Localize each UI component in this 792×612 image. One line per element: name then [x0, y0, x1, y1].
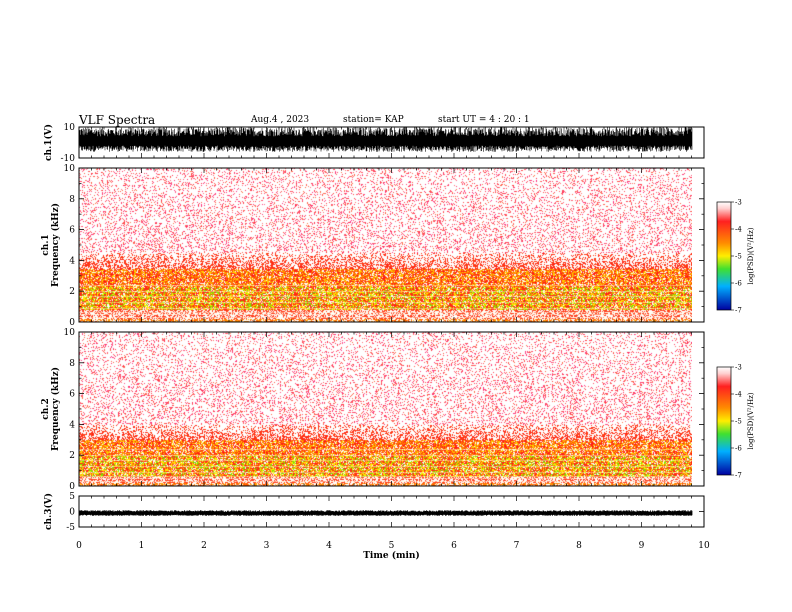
ch1-colorbar-tick-label: -7 [735, 307, 742, 315]
ch2-spectrogram-y-tick-label: 6 [69, 390, 75, 400]
x-tick-label: 0 [76, 541, 82, 551]
ch2-colorbar-label: log(PSD)(V²/Hz) [747, 392, 755, 449]
ch1-colorbar-tick-label: -4 [735, 226, 742, 234]
ch1-waveform-y-label-line: ch.1(V) [43, 124, 54, 161]
ch2-spectrogram-y-label-line: ch.2 [41, 398, 51, 419]
ch1-spectrogram-y-label-line: ch.1 [41, 234, 51, 255]
ch2-spectrogram-y-tick-label: 0 [69, 482, 75, 492]
ch3-waveform-y-tick-label: 0 [69, 508, 75, 518]
ch3-waveform-y-tick-label: -5 [66, 523, 75, 533]
ch2-spectrogram-y-tick-label: 8 [69, 359, 75, 369]
ch2-spectrogram-y-tick-label: 2 [69, 451, 75, 461]
x-axis-label: Time (min) [363, 550, 420, 561]
ch3-waveform-y-label-line: ch.3(V) [43, 493, 54, 530]
ch1-colorbar [716, 201, 732, 311]
ch1-colorbar-tick-label: -3 [735, 199, 742, 207]
x-tick-label: 1 [139, 541, 145, 551]
ch1-waveform-y-tick-label: 10 [64, 123, 76, 133]
x-tick-label: 6 [451, 541, 457, 551]
ch2-spectrogram-y-tick-label: 10 [64, 328, 76, 338]
ch2-colorbar-tick-label: -7 [735, 472, 742, 480]
ch2-spectrogram-y-label-line: Frequency (kHz) [50, 367, 61, 451]
ch2-colorbar [716, 366, 732, 476]
ch1-colorbar-label-group: log(PSD)(V²/Hz) [747, 227, 755, 284]
ch2-spectrogram-y-tick-label: 4 [69, 420, 75, 430]
ch1-spectrogram-y-tick-label: 10 [64, 164, 76, 174]
ch1-spectrogram-y-tick-label: 0 [69, 318, 75, 328]
ch2-colorbar-tick-label: -4 [735, 391, 742, 399]
ch3-waveform-y-tick-label: 5 [69, 492, 75, 502]
x-tick-label: 9 [639, 541, 645, 551]
header-start-time: start UT = 4 : 20 : 1 [438, 115, 530, 125]
ch1-spectrogram-y-label: ch.1 Frequency (kHz) [41, 203, 61, 287]
ch2-colorbar-tick-label: -6 [735, 445, 742, 453]
ch1-spectrogram-image [79, 168, 692, 322]
panels [78, 127, 693, 516]
x-tick-label: 3 [264, 541, 270, 551]
ch1-waveform-y-tick-label: -10 [61, 154, 76, 164]
x-tick-label: 10 [698, 541, 710, 551]
ch1-spectrogram-y-tick-label: 4 [69, 256, 75, 266]
ch2-colorbar-tick-label: -5 [735, 418, 742, 426]
ch2-spectrogram-image [79, 332, 692, 486]
ch1-colorbar-tick-label: -6 [735, 280, 742, 288]
ch1-waveform-trace [78, 127, 693, 152]
x-tick-label: 5 [389, 541, 395, 551]
ch1-spectrogram-y-tick-label: 6 [69, 226, 75, 236]
ch2-colorbar-label-group: log(PSD)(V²/Hz) [747, 392, 755, 449]
ch3-waveform-y-label: ch.3(V) [43, 493, 54, 530]
header-station: station= KAP [343, 115, 404, 125]
ch1-spectrogram-y-label-line: Frequency (kHz) [50, 203, 61, 287]
ch2-colorbar-tick-label: -3 [735, 364, 742, 372]
ch1-spectrogram-y-tick-label: 2 [69, 287, 75, 297]
ch1-colorbar-label: log(PSD)(V²/Hz) [747, 227, 755, 284]
x-tick-label: 4 [326, 541, 332, 551]
ch1-spectrogram-y-tick-label: 8 [69, 195, 75, 205]
x-tick-label: 2 [201, 541, 207, 551]
header-title: VLF Spectra [79, 113, 156, 127]
ch1-waveform-y-label: ch.1(V) [43, 124, 54, 161]
ch1-colorbar-tick-label: -5 [735, 253, 742, 261]
header-date: Aug.4 , 2023 [251, 115, 310, 125]
ch2-spectrogram-y-label: ch.2 Frequency (kHz) [41, 367, 61, 451]
x-tick-label: 7 [514, 541, 520, 551]
ch3-waveform-trace [78, 510, 693, 516]
x-tick-label: 8 [576, 541, 582, 551]
